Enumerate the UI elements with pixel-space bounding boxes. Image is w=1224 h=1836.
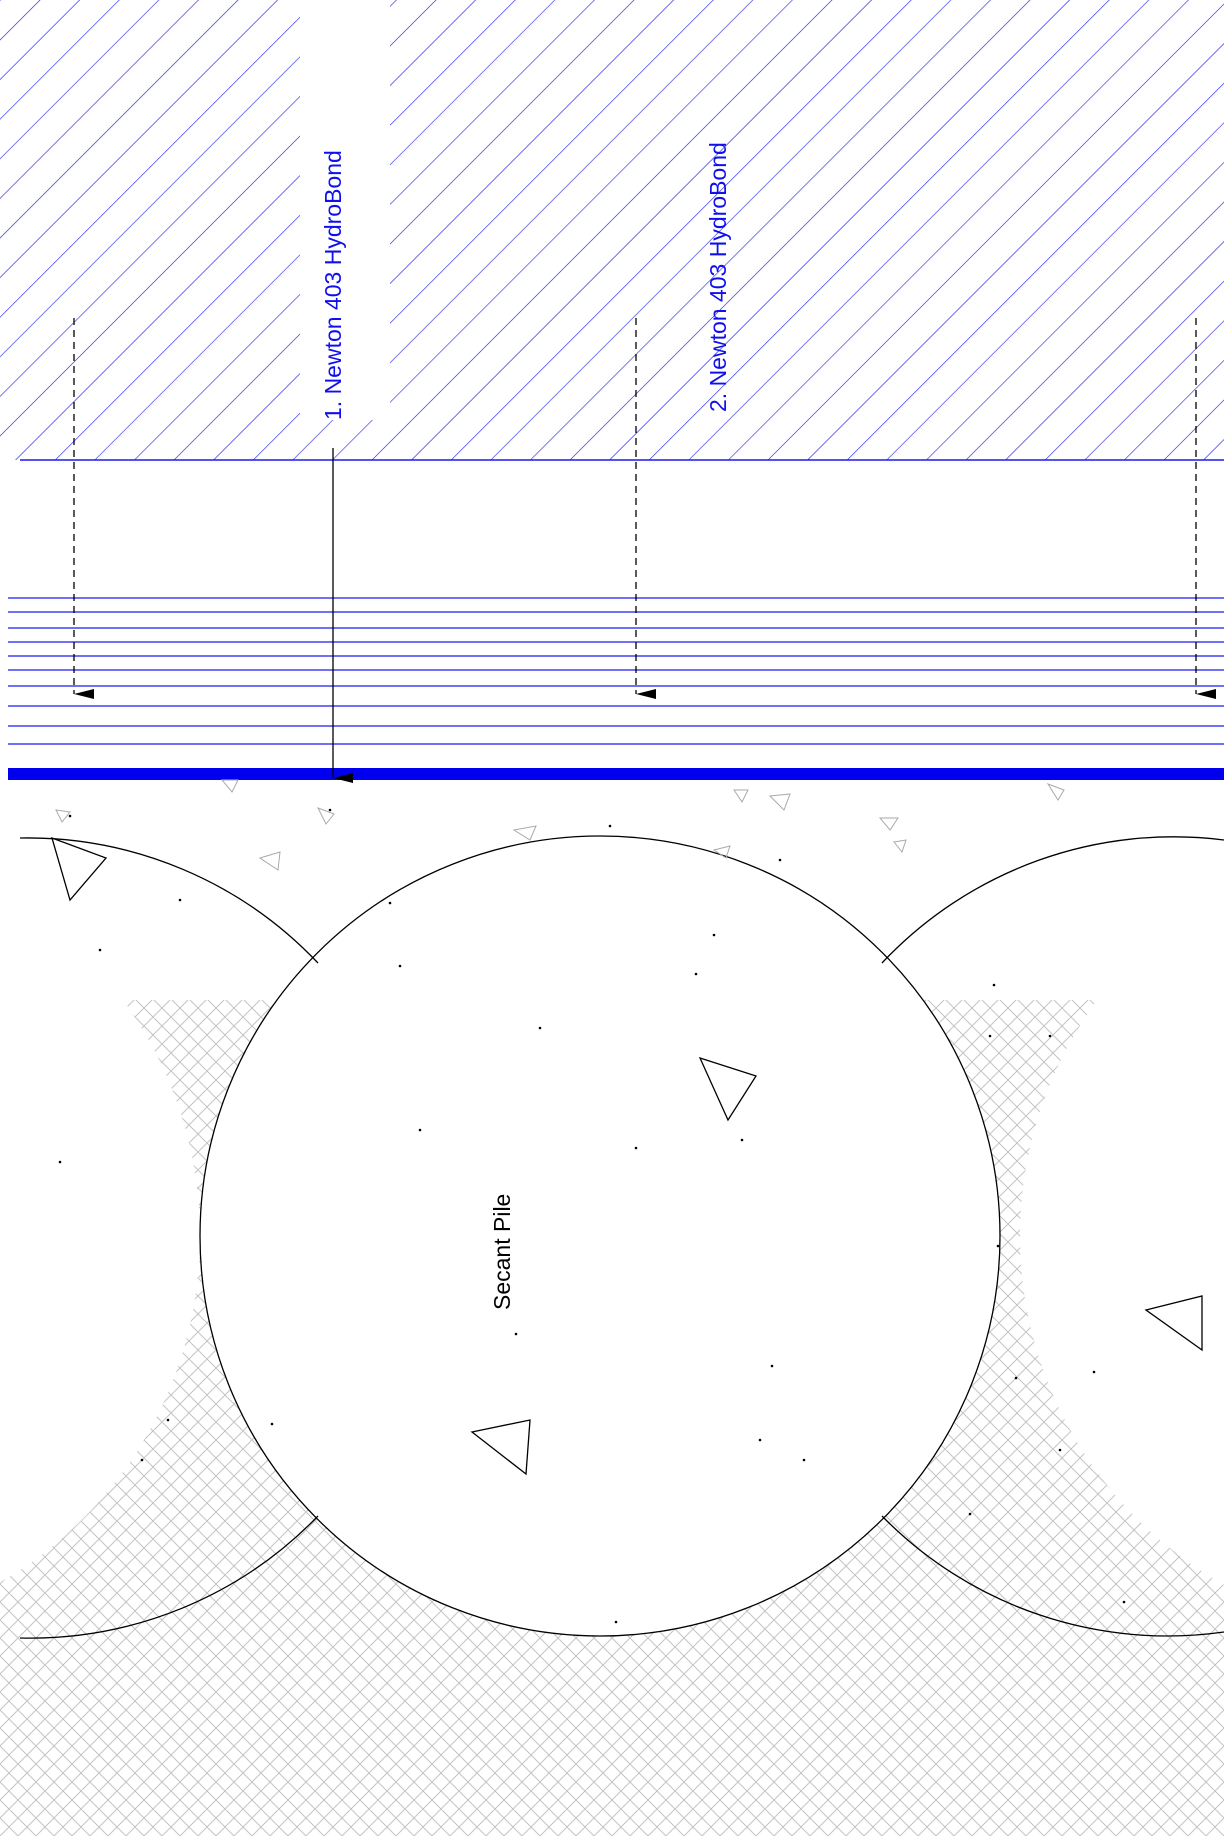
- aggregate-dot-28: [538, 1026, 542, 1030]
- aggregate-dot-27: [1014, 1376, 1018, 1380]
- aggregate-dot-30: [328, 808, 332, 812]
- aggregate-dot-21: [758, 1438, 762, 1442]
- aggregate-dot-2: [98, 948, 102, 952]
- membrane-line: [8, 768, 1224, 780]
- upper-hatch-zone: [0, 0, 1224, 461]
- aggregate-dot-18: [166, 1418, 170, 1422]
- aggregate-triangle-5: [55, 809, 71, 823]
- aggregate-dot-3: [398, 964, 402, 968]
- aggregate-triangle-9: [512, 825, 537, 841]
- aggregate-dot-19: [270, 1422, 274, 1426]
- aggregate-dot-1: [178, 898, 182, 902]
- aggregate-triangle-6: [220, 779, 239, 793]
- label-product-1: 1. Newton 403 HydroBond: [320, 150, 346, 420]
- aggregate-triangle-10: [733, 789, 749, 803]
- aggregate-triangle-7: [258, 851, 281, 871]
- aggregate-dot-12: [634, 1146, 638, 1150]
- aggregate-dot-9: [988, 1034, 992, 1038]
- aggregate-dot-16: [770, 1364, 774, 1368]
- aggregate-dot-20: [140, 1458, 144, 1462]
- aggregate-triangle-4: [1144, 1295, 1203, 1352]
- ground-hatch: [0, 1000, 1224, 1836]
- aggregate-triangle-13: [893, 839, 907, 854]
- aggregate-triangle-3: [470, 1419, 531, 1476]
- aggregate-dot-4: [388, 901, 392, 905]
- aggregate-triangle-8: [316, 807, 335, 825]
- pile-right: [881, 836, 1224, 1637]
- aggregate-triangle-1: [51, 836, 108, 902]
- coating-layer-lines: [8, 597, 1224, 745]
- aggregate-dot-25: [1122, 1600, 1126, 1604]
- aggregate-dot-7: [992, 983, 996, 987]
- aggregate-dot-17: [1092, 1370, 1096, 1374]
- aggregate-dot-11: [58, 1160, 62, 1164]
- aggregate-dot-24: [968, 1512, 972, 1516]
- aggregate-dot-26: [614, 1620, 618, 1624]
- aggregate-triangle-12: [878, 817, 899, 831]
- aggregate-dot-29: [68, 814, 72, 818]
- label-secant-pile: Secant Pile: [489, 1194, 515, 1310]
- aggregate-dot-13: [740, 1138, 744, 1142]
- aggregate-triangle-14: [1046, 783, 1065, 801]
- pile-left: [19, 837, 319, 1639]
- aggregate-dot-22: [802, 1458, 806, 1462]
- aggregate-dot-8: [1048, 1034, 1052, 1038]
- aggregate-dot-10: [418, 1128, 422, 1132]
- aggregate-triangle-15: [712, 845, 731, 859]
- label-product-2: 2. Newton 403 HydroBond: [705, 142, 731, 412]
- aggregate-dot-31: [608, 824, 612, 828]
- aggregate-dot-32: [778, 858, 782, 862]
- aggregate-dot-6: [694, 972, 698, 976]
- aggregate-dot-5: [712, 933, 716, 937]
- pile-center: [199, 835, 1001, 1637]
- aggregate-dot-14: [996, 1244, 1000, 1248]
- secant-piles: [19, 835, 1224, 1639]
- leader-arrows: [73, 318, 1216, 783]
- aggregate-dot-15: [514, 1332, 518, 1336]
- aggregate-dot-23: [1058, 1448, 1062, 1452]
- aggregate-triangle-11: [768, 793, 791, 811]
- aggregate-triangle-2: [698, 1056, 758, 1122]
- concrete-aggregate: [51, 779, 1203, 1624]
